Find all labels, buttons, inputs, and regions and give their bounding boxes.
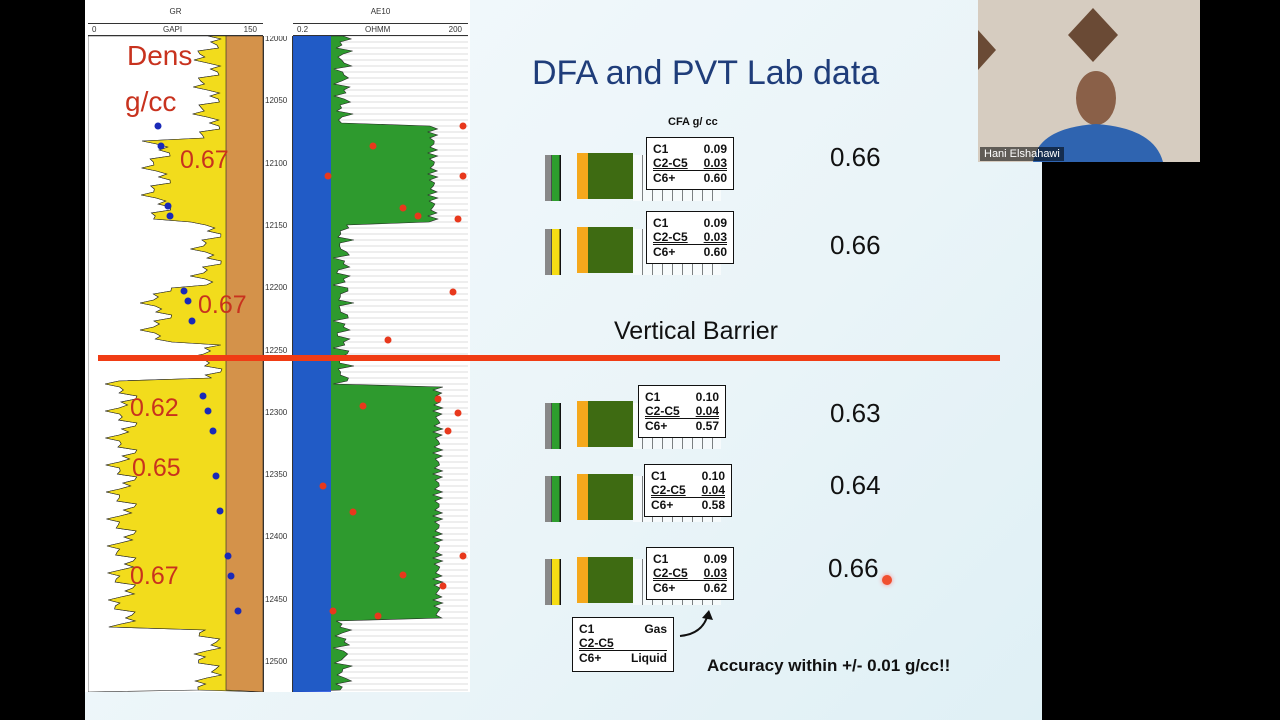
well-log-panel: GR 0 GAPI 150 AE10 0.2 OHMM 200 12000 12050 12…	[85, 0, 470, 692]
density-point	[157, 142, 165, 150]
density-point	[166, 212, 174, 220]
density-point	[164, 202, 172, 210]
density-point	[212, 472, 220, 480]
fluid-bar	[577, 153, 633, 199]
slide-title: DFA and PVT Lab data	[532, 54, 880, 92]
pressure-point	[399, 204, 407, 212]
depth-label: 12150	[265, 220, 288, 230]
density-point	[154, 122, 162, 130]
density-point	[188, 317, 196, 325]
depth-label: 12000	[265, 36, 288, 43]
depth-label: 12350	[265, 470, 288, 480]
pressure-point	[459, 122, 467, 130]
pressure-point	[369, 142, 377, 150]
composition-legend: C1 Gas C2-C5 C6+ Liquid	[572, 617, 674, 672]
log-density-value: 0.67	[130, 562, 179, 590]
barrier-line	[98, 355, 1000, 361]
gr-log-track	[88, 36, 263, 692]
pvt-density-value: 0.66	[830, 142, 881, 172]
gr-sand-fill	[105, 36, 263, 692]
participant-video[interactable]	[978, 0, 1200, 162]
pressure-point	[459, 172, 467, 180]
depth-label: 12200	[265, 283, 288, 293]
density-point	[224, 552, 232, 560]
cfa-composition-box: C1 0.09 C2-C5 0.03 C6+ 0.60	[646, 211, 734, 264]
density-point	[184, 297, 192, 305]
log-density-value: 0.62	[130, 394, 179, 422]
dens-unit: g/cc	[125, 86, 177, 117]
accuracy-note: Accuracy within +/- 0.01 g/cc!!	[707, 656, 951, 675]
pressure-point	[414, 212, 422, 220]
depth-label: 12300	[265, 407, 288, 417]
density-point	[227, 572, 235, 580]
depth-label: 12450	[265, 594, 288, 604]
depth-label: 12050	[265, 96, 288, 106]
pointer-cursor	[882, 575, 892, 585]
gr-track-header: GR 0 GAPI 150	[88, 0, 263, 36]
pressure-point	[374, 612, 382, 620]
fluid-strip	[545, 229, 561, 275]
participant-name: Hani Elshahawi	[980, 147, 1064, 161]
fluid-strip	[545, 403, 561, 449]
density-point	[199, 392, 207, 400]
gr-shale-fill	[225, 36, 263, 692]
depth-label: 12100	[265, 158, 288, 168]
pressure-point	[459, 552, 467, 560]
log-density-value: 0.67	[180, 146, 229, 174]
depth-label: 12250	[265, 345, 288, 355]
cfa-composition-box: C1 0.10 C2-C5 0.04 C6+ 0.58	[644, 464, 732, 517]
density-point	[216, 507, 224, 515]
pressure-point	[324, 172, 332, 180]
cfa-composition-box: C1 0.09 C2-C5 0.03 C6+ 0.60	[646, 137, 734, 190]
pressure-point	[449, 288, 457, 296]
density-point	[204, 407, 212, 415]
pressure-point	[434, 395, 442, 403]
pressure-point	[384, 336, 392, 344]
fluid-bar	[577, 227, 633, 273]
log-density-value: 0.67	[198, 291, 247, 319]
fluid-bar	[577, 474, 633, 520]
depth-label: 12500	[265, 657, 288, 666]
resistivity-log-track	[293, 36, 468, 692]
participant-image	[978, 0, 1200, 162]
dens-label: Dens	[127, 40, 193, 71]
depth-column: 12000 12050 12100 12150 12200 12250 12300 12350…	[263, 36, 293, 692]
depth-label: 12400	[265, 532, 288, 542]
pvt-density-value: 0.66	[830, 230, 881, 260]
arrow-icon	[679, 610, 713, 637]
pressure-point	[349, 508, 357, 516]
pvt-density-value: 0.66	[828, 553, 879, 583]
log-density-value: 0.65	[132, 454, 181, 482]
fluid-strip	[545, 559, 561, 605]
pressure-point	[439, 582, 447, 590]
res-track-header: AE10 0.2 OHMM 200	[293, 0, 468, 36]
pressure-point	[329, 607, 337, 615]
fluid-strip	[545, 476, 561, 522]
pvt-density-value: 0.64	[830, 470, 881, 500]
density-point	[209, 427, 217, 435]
cfa-composition-box: C1 0.10 C2-C5 0.04 C6+ 0.57	[638, 385, 726, 438]
pressure-point	[444, 427, 452, 435]
pressure-point	[454, 409, 462, 417]
fluid-bar	[577, 401, 633, 447]
pressure-point	[319, 482, 327, 490]
pvt-density-value: 0.63	[830, 398, 881, 428]
cfa-header: CFA g/ cc	[668, 116, 718, 128]
pressure-point	[359, 402, 367, 410]
fluid-bar	[577, 557, 633, 603]
fluid-strip	[545, 155, 561, 201]
cfa-composition-box: C1 0.09 C2-C5 0.03 C6+ 0.62	[646, 547, 734, 600]
pressure-point	[399, 571, 407, 579]
vertical-barrier-label: Vertical Barrier	[614, 317, 778, 345]
pressure-point	[454, 215, 462, 223]
density-point	[180, 287, 188, 295]
density-point	[234, 607, 242, 615]
